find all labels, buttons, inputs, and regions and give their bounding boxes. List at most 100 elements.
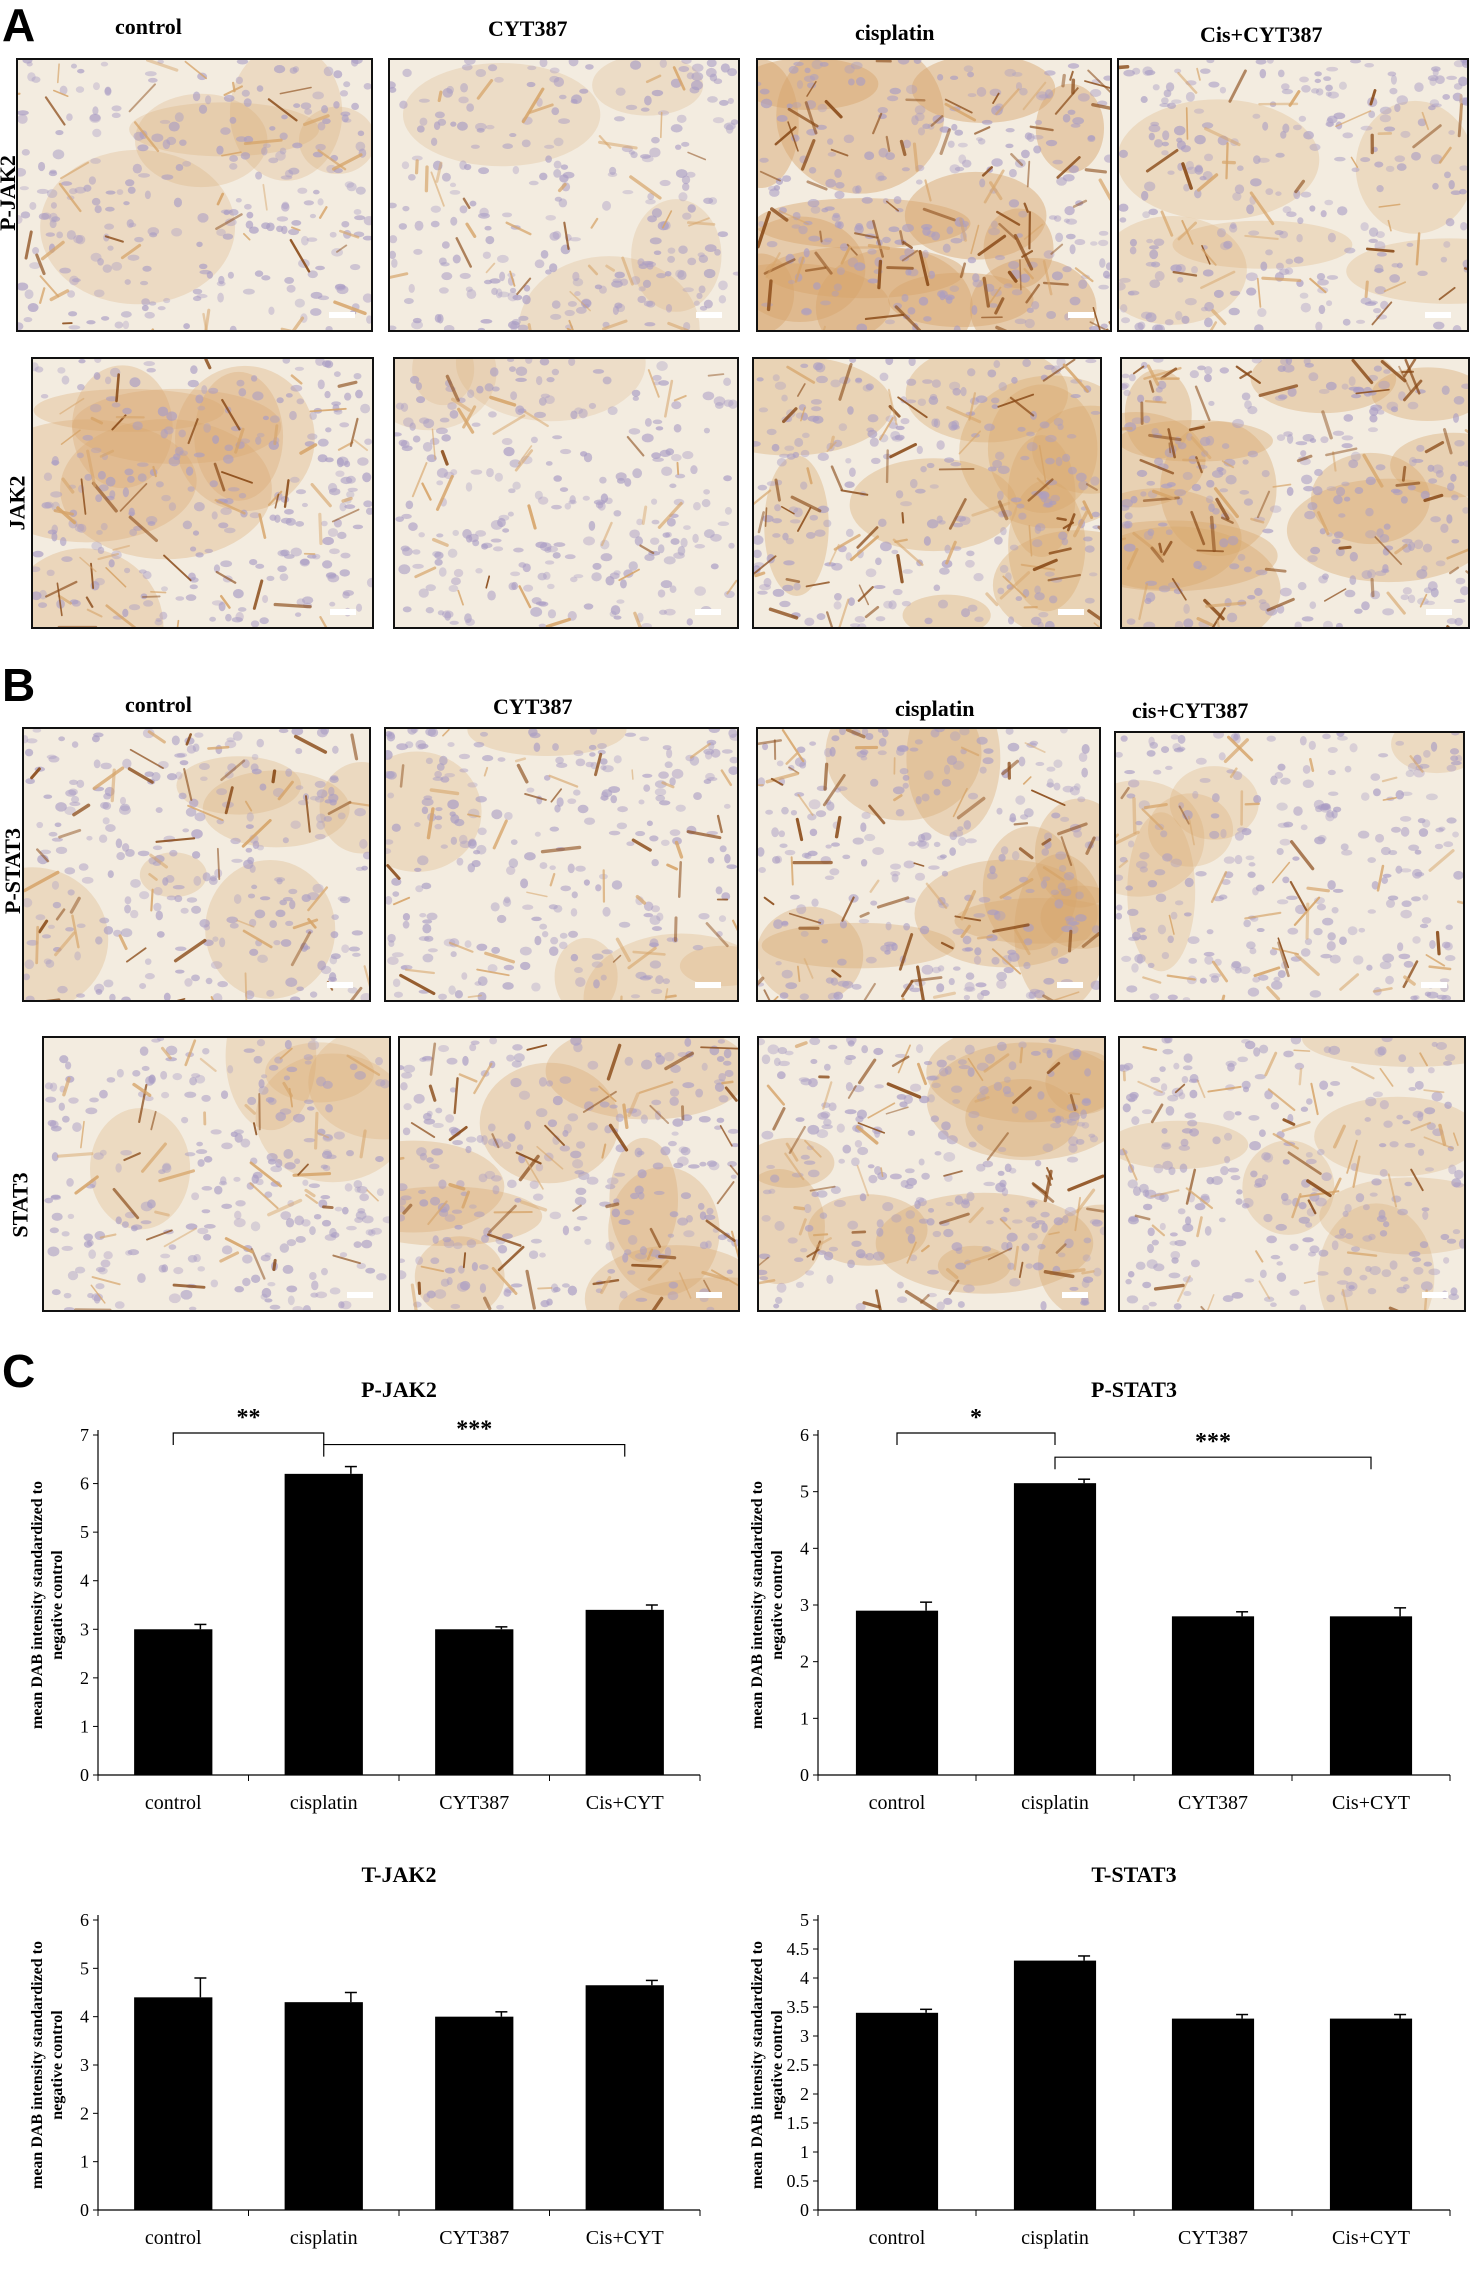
significance-bracket bbox=[896, 1432, 1056, 1445]
panel-b-col-cis-cyt387: cis+CYT387 bbox=[1132, 698, 1249, 723]
bar bbox=[1171, 1616, 1255, 1775]
chart-t-stat3: T-STAT3 mean DAB intensity standardized t… bbox=[740, 1850, 1460, 2260]
x-category-label: CYT387 bbox=[1178, 2227, 1248, 2249]
micrograph-a-jak2-cyt387 bbox=[393, 357, 739, 629]
x-category-label: Cis+CYT bbox=[1332, 1792, 1410, 1814]
bar bbox=[855, 1610, 939, 1775]
significance-bracket bbox=[172, 1432, 325, 1445]
x-category-label: control bbox=[145, 1792, 202, 1814]
y-axis-label: mean DAB intensity standardized to negati… bbox=[29, 1941, 66, 2189]
micrograph-a-jak2-cisplatin bbox=[752, 357, 1102, 629]
x-category-label: control bbox=[869, 1792, 926, 1814]
panel-a-col-cisplatin: cisplatin bbox=[855, 20, 935, 45]
x-category-label: cisplatin bbox=[290, 1792, 358, 1814]
micrograph-b-p-stat3-cis-cyt387 bbox=[1114, 731, 1465, 1002]
y-tick-label: 4.5 bbox=[787, 1939, 810, 1959]
y-tick-label: 3 bbox=[800, 2026, 809, 2046]
y-tick-label: 3 bbox=[80, 1619, 89, 1639]
x-category-label: control bbox=[869, 2227, 926, 2249]
y-tick-label: 3 bbox=[800, 1595, 809, 1615]
panel-b-row-stat3: STAT3 bbox=[7, 1172, 33, 1238]
significance-label: * bbox=[970, 1405, 982, 1431]
micrograph-a-p-jak2-cisplatin bbox=[756, 58, 1112, 332]
y-tick-label: 5 bbox=[80, 1522, 89, 1542]
bar bbox=[134, 1997, 213, 2210]
micrograph-b-stat3-cyt387 bbox=[398, 1036, 740, 1312]
x-category-label: control bbox=[145, 2227, 202, 2249]
y-tick-label: 2.5 bbox=[787, 2055, 810, 2075]
micrograph-a-p-jak2-cyt387 bbox=[388, 58, 740, 332]
micrograph-b-stat3-control bbox=[42, 1036, 391, 1312]
micrograph-b-p-stat3-cyt387 bbox=[384, 727, 739, 1002]
panel-a-col-cis-cyt387: Cis+CYT387 bbox=[1200, 22, 1323, 47]
micrograph-a-p-jak2-cis-cyt387 bbox=[1117, 58, 1469, 332]
bar bbox=[435, 2016, 514, 2210]
y-tick-label: 0 bbox=[800, 1765, 809, 1785]
bar bbox=[1013, 1483, 1097, 1775]
x-category-label: CYT387 bbox=[439, 1792, 509, 1814]
bar bbox=[1329, 1616, 1413, 1775]
bar bbox=[435, 1629, 514, 1775]
y-axis-label: mean DAB intensity standardized to negati… bbox=[749, 1481, 786, 1729]
panel-letter-a: A bbox=[2, 0, 36, 51]
y-tick-label: 1 bbox=[80, 2152, 89, 2172]
micrograph-b-stat3-cis-cyt387 bbox=[1118, 1036, 1466, 1312]
y-tick-label: 0 bbox=[800, 2200, 809, 2220]
chart-title: P-JAK2 bbox=[361, 1377, 437, 1402]
y-tick-label: 4 bbox=[800, 1968, 809, 1988]
y-tick-label: 5 bbox=[80, 1958, 89, 1978]
y-axis-label: mean DAB intensity standardized to negati… bbox=[29, 1481, 66, 1729]
x-category-label: CYT387 bbox=[439, 2227, 509, 2249]
x-category-label: Cis+CYT bbox=[586, 2227, 664, 2249]
y-tick-label: 2 bbox=[80, 2103, 89, 2123]
y-tick-label: 3 bbox=[80, 2055, 89, 2075]
significance-label: ** bbox=[237, 1405, 261, 1431]
y-tick-label: 6 bbox=[80, 1474, 89, 1494]
significance-label: *** bbox=[456, 1417, 492, 1443]
bar bbox=[585, 1609, 664, 1775]
y-tick-label: 1 bbox=[800, 2142, 809, 2162]
y-tick-label: 7 bbox=[80, 1425, 89, 1445]
y-tick-label: 0 bbox=[80, 1765, 89, 1785]
micrograph-b-p-stat3-cisplatin bbox=[756, 727, 1101, 1002]
x-category-label: cisplatin bbox=[290, 2227, 358, 2249]
chart-t-jak2: T-JAK2 mean DAB intensity standardized to… bbox=[20, 1850, 710, 2260]
y-tick-label: 5 bbox=[800, 1482, 809, 1502]
panel-b-col-control: control bbox=[125, 692, 192, 717]
significance-label: *** bbox=[1195, 1429, 1231, 1455]
bar bbox=[284, 1473, 363, 1775]
bar bbox=[585, 1985, 664, 2210]
y-tick-label: 6 bbox=[80, 1910, 89, 1930]
x-category-label: Cis+CYT bbox=[1332, 2227, 1410, 2249]
micrograph-b-stat3-cisplatin bbox=[757, 1036, 1106, 1312]
chart-p-jak2: P-JAK2 mean DAB intensity standardized to… bbox=[20, 1365, 710, 1825]
y-tick-label: 2 bbox=[800, 1652, 809, 1672]
micrograph-a-jak2-cis-cyt387 bbox=[1120, 357, 1470, 629]
y-tick-label: 4 bbox=[800, 1538, 809, 1558]
panel-b-col-cyt387: CYT387 bbox=[493, 694, 573, 719]
y-tick-label: 2 bbox=[800, 2084, 809, 2104]
chart-title: T-STAT3 bbox=[1091, 1862, 1176, 1887]
bar bbox=[1013, 1960, 1097, 2210]
chart-p-stat3: P-STAT3 mean DAB intensity standardized t… bbox=[740, 1365, 1460, 1825]
y-tick-label: 2 bbox=[80, 1668, 89, 1688]
y-tick-label: 1 bbox=[800, 1708, 809, 1728]
panel-a-col-cyt387: CYT387 bbox=[488, 16, 568, 41]
x-category-label: cisplatin bbox=[1021, 1792, 1089, 1814]
micrograph-b-p-stat3-control bbox=[22, 727, 371, 1002]
bar bbox=[1329, 2018, 1413, 2210]
y-tick-label: 0.5 bbox=[787, 2171, 810, 2191]
panel-letter-b: B bbox=[2, 659, 36, 711]
bar bbox=[855, 2012, 939, 2210]
y-tick-label: 6 bbox=[800, 1425, 809, 1445]
y-axis-label: mean DAB intensity standardized to negati… bbox=[749, 1941, 786, 2189]
chart-title: T-JAK2 bbox=[362, 1862, 437, 1887]
x-category-label: Cis+CYT bbox=[586, 1792, 664, 1814]
y-tick-label: 3.5 bbox=[787, 1997, 810, 2017]
significance-bracket bbox=[323, 1443, 626, 1457]
y-tick-label: 4 bbox=[80, 2007, 89, 2027]
panel-a-col-control: control bbox=[115, 14, 182, 39]
micrograph-a-p-jak2-control bbox=[16, 58, 373, 332]
bar bbox=[1171, 2018, 1255, 2210]
significance-bracket bbox=[1054, 1456, 1372, 1470]
